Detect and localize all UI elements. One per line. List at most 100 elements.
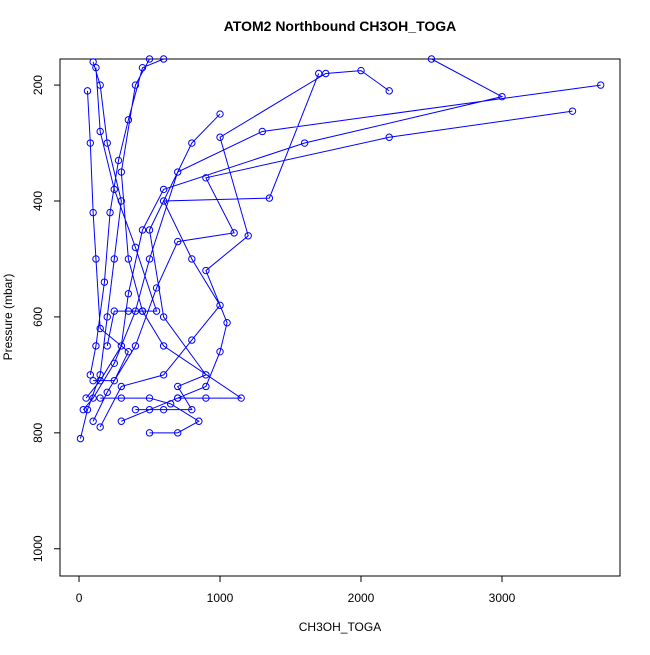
- data-point: [96, 324, 104, 333]
- data-point: [131, 307, 140, 315]
- y-tick-label: 400: [31, 191, 45, 211]
- data-point: [110, 376, 118, 385]
- data-point: [498, 92, 506, 101]
- data-point: [174, 168, 182, 176]
- data-point: [131, 243, 140, 252]
- data-point: [174, 429, 182, 437]
- data-point: [315, 69, 323, 78]
- y-tick-label: 1000: [31, 535, 45, 562]
- data-point: [244, 232, 252, 240]
- data-point: [188, 405, 196, 414]
- data-point: [92, 255, 100, 263]
- data-point: [106, 208, 114, 217]
- data-point: [89, 376, 97, 385]
- data-point: [265, 194, 274, 202]
- data-point: [96, 376, 104, 385]
- data-point: [138, 307, 147, 315]
- data-point: [145, 255, 154, 263]
- data-point: [124, 255, 133, 263]
- data-point: [357, 66, 365, 75]
- data-point: [202, 174, 210, 182]
- data-point: [202, 394, 210, 402]
- data-point: [79, 405, 87, 414]
- data-point: [103, 388, 111, 396]
- data-point: [568, 107, 577, 115]
- data-point: [103, 139, 111, 147]
- data-point: [124, 116, 133, 124]
- data-point: [138, 226, 147, 234]
- y-tick-label: 200: [31, 75, 45, 95]
- x-tick-label: 0: [76, 591, 83, 605]
- data-point: [117, 197, 126, 205]
- data-point: [103, 313, 111, 321]
- data-point: [152, 284, 161, 292]
- data-point: [138, 63, 147, 72]
- data-point: [159, 371, 168, 379]
- data-point: [110, 185, 118, 194]
- data-point: [117, 342, 126, 350]
- data-point: [92, 63, 100, 72]
- data-point: [159, 342, 168, 350]
- data-point: [385, 87, 393, 95]
- data-point: [83, 405, 92, 414]
- y-tick-label: 600: [31, 307, 45, 327]
- data-point: [131, 81, 140, 89]
- data-point: [117, 382, 126, 391]
- data-point: [159, 185, 168, 194]
- data-point: [82, 394, 90, 402]
- data-point: [152, 307, 161, 315]
- data-point: [86, 371, 95, 379]
- data-point: [117, 168, 126, 176]
- data-point: [96, 394, 104, 402]
- data-point: [131, 342, 140, 350]
- data-point: [124, 290, 133, 298]
- plot-frame: [59, 58, 621, 577]
- data-point: [166, 400, 175, 408]
- data-point: [159, 55, 168, 63]
- data-point: [216, 301, 224, 310]
- data-point: [159, 405, 168, 414]
- data-point: [86, 139, 95, 147]
- data-point: [131, 405, 140, 414]
- data-point: [216, 347, 224, 356]
- data-point: [145, 394, 154, 402]
- data-point: [188, 255, 196, 263]
- data-point: [89, 208, 97, 217]
- data-point: [188, 139, 196, 147]
- chart-title: ATOM2 Northbound CH3OH_TOGA: [224, 18, 457, 34]
- x-tick-label: 2000: [348, 591, 375, 605]
- data-point: [258, 127, 267, 136]
- data-point: [174, 237, 182, 246]
- data-point: [216, 133, 224, 141]
- data-point: [83, 87, 92, 95]
- data-point: [322, 69, 330, 78]
- data-point: [89, 417, 97, 425]
- data-point: [110, 359, 118, 367]
- data-point: [216, 110, 224, 118]
- data-point: [100, 278, 109, 286]
- data-point: [300, 139, 309, 147]
- data-point: [202, 382, 210, 391]
- data-point: [117, 417, 126, 425]
- data-point: [145, 405, 154, 414]
- data-point: [124, 347, 133, 356]
- data-point: [96, 127, 104, 136]
- data-point: [114, 156, 123, 165]
- data-point: [174, 394, 182, 402]
- data-point: [195, 417, 203, 425]
- data-point: [237, 394, 245, 402]
- y-axis-label: Pressure (mbar): [1, 274, 15, 361]
- data-point: [230, 229, 238, 237]
- y-tick-label: 800: [31, 423, 45, 443]
- data-point: [96, 423, 104, 431]
- data-point: [124, 307, 133, 315]
- data-point: [145, 226, 154, 234]
- x-tick-label: 3000: [489, 591, 516, 605]
- data-point: [96, 371, 104, 379]
- data-point: [223, 319, 231, 327]
- data-point: [202, 371, 210, 379]
- data-point: [174, 382, 182, 391]
- data-point: [110, 255, 118, 263]
